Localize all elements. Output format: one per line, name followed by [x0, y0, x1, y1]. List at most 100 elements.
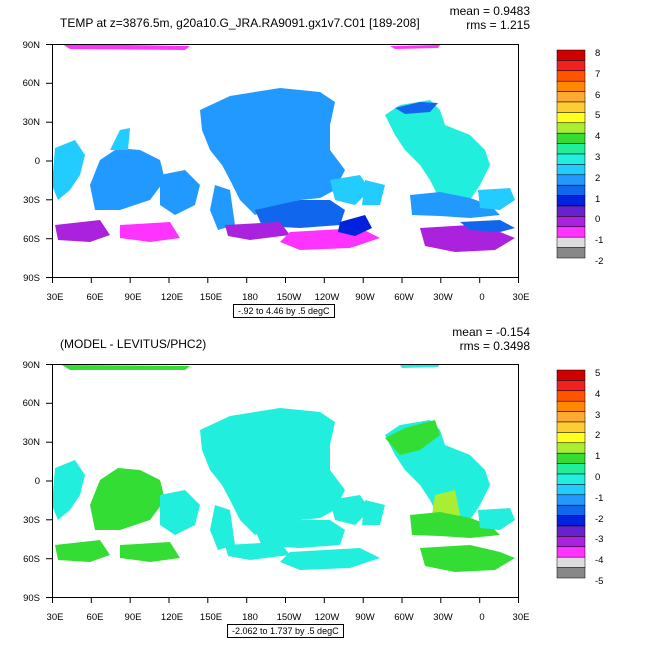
- lon-label: 90E: [125, 612, 142, 623]
- colorbar-label: 8: [595, 48, 600, 59]
- panel2-title: (MODEL - LEVITUS/PHC2): [60, 337, 207, 351]
- colorbar-swatch: [556, 556, 586, 568]
- colorbar-label: 5: [595, 110, 600, 121]
- colorbar-label: -3: [595, 534, 603, 545]
- colorbar-swatch: [556, 184, 586, 196]
- colorbar-swatch: [556, 484, 586, 496]
- colorbar-swatch: [556, 174, 586, 186]
- panel2-lon-ticks: [52, 597, 519, 603]
- lat-label: 30N: [23, 117, 41, 128]
- colorbar-label: 0: [595, 214, 600, 225]
- colorbar-swatch: [556, 463, 586, 475]
- lat-label: 60N: [23, 78, 41, 89]
- colorbar-swatch: [556, 226, 586, 238]
- colorbar-label: 4: [595, 389, 600, 400]
- colorbar-swatch: [556, 153, 586, 165]
- lat-label: 30S: [23, 195, 40, 206]
- lon-label: 0: [479, 292, 484, 303]
- colorbar-swatch: [556, 525, 586, 537]
- panel2-lat-ticks: [46, 364, 53, 598]
- lon-label: 120E: [161, 612, 183, 623]
- colorbar-label: -2: [595, 514, 603, 525]
- lon-label: 30E: [513, 612, 530, 623]
- lat-label: 90N: [23, 360, 41, 371]
- colorbar-label: 2: [595, 173, 600, 184]
- lon-label: 90E: [125, 292, 142, 303]
- lon-label: 90W: [355, 292, 375, 303]
- panel1-field: [52, 44, 515, 252]
- colorbar-swatch: [556, 536, 586, 548]
- lon-label: 150W: [277, 292, 302, 303]
- panel1-lat-ticks: [46, 44, 53, 278]
- colorbar-swatch: [556, 80, 586, 92]
- colorbar-swatch: [556, 390, 586, 402]
- colorbar-label: 7: [595, 69, 600, 80]
- colorbar-swatch: [556, 101, 586, 113]
- colorbar-label: 1: [595, 451, 600, 462]
- lat-label: 90S: [23, 593, 40, 604]
- colorbar-label: 2: [595, 430, 600, 441]
- colorbar-swatch: [556, 195, 586, 207]
- colorbar-label: -4: [595, 555, 603, 566]
- panel2-colorbar: [556, 369, 586, 579]
- colorbar-swatch: [556, 546, 586, 558]
- colorbar-swatch: [556, 432, 586, 444]
- colorbar-swatch: [556, 112, 586, 124]
- panel1-colorbar-labels: 8 7 6 5 4 3 2 1 0 -1 -2: [595, 48, 603, 267]
- colorbar-swatch: [556, 504, 586, 516]
- lat-label: 60S: [23, 234, 40, 245]
- lon-label: 30W: [433, 292, 453, 303]
- colorbar-label: 0: [595, 472, 600, 483]
- lon-label: 30W: [433, 612, 453, 623]
- colorbar-label: -2: [595, 256, 603, 267]
- panel1-range-caption: -.92 to 4.46 by .5 degC: [233, 304, 335, 318]
- lat-label: 30S: [23, 515, 40, 526]
- colorbar-swatch: [556, 49, 586, 61]
- lon-label: 60W: [394, 612, 414, 623]
- panel1-mean: mean = 0.9483: [449, 4, 530, 18]
- colorbar-swatch: [556, 91, 586, 103]
- panel1-rms: rms = 1.215: [466, 18, 530, 32]
- colorbar-swatch: [556, 70, 586, 82]
- colorbar-swatch: [556, 400, 586, 412]
- lon-label: 120W: [315, 292, 340, 303]
- lat-label: 90S: [23, 273, 40, 284]
- colorbar-label: 1: [595, 194, 600, 205]
- lon-label: 180: [242, 292, 258, 303]
- lat-label: 0: [35, 156, 40, 167]
- lon-label: 60E: [87, 612, 104, 623]
- lat-label: 0: [35, 476, 40, 487]
- panel2-rms: rms = 0.3498: [459, 339, 530, 353]
- lon-label: 150E: [200, 612, 222, 623]
- lon-label: 120W: [315, 612, 340, 623]
- colorbar-label: 3: [595, 410, 600, 421]
- colorbar-swatch: [556, 452, 586, 464]
- lon-label: 60W: [394, 292, 414, 303]
- lon-label: 0: [479, 612, 484, 623]
- lon-label: 90W: [355, 612, 375, 623]
- panel1-colorbar: [556, 49, 586, 259]
- colorbar-swatch: [556, 567, 586, 579]
- colorbar-swatch: [556, 494, 586, 506]
- panel2-colorbar-labels: 5 4 3 2 1 0 -1 -2 -3 -4 -5: [595, 368, 603, 587]
- lon-label: 30E: [513, 292, 530, 303]
- colorbar-swatch: [556, 164, 586, 176]
- lat-label: 30N: [23, 437, 41, 448]
- colorbar-swatch: [556, 60, 586, 72]
- panel2-range-caption: -2.062 to 1.737 by .5 degC: [227, 624, 344, 638]
- colorbar-swatch: [556, 143, 586, 155]
- colorbar-label: 3: [595, 152, 600, 163]
- colorbar-swatch: [556, 236, 586, 248]
- colorbar-swatch: [556, 515, 586, 527]
- lon-label: 30E: [47, 292, 64, 303]
- lon-label: 60E: [87, 292, 104, 303]
- panel2-mean: mean = -0.154: [452, 325, 530, 339]
- panel1-lat-labels: 90N 60N 30N 0 30S 60S 90S: [23, 40, 41, 284]
- lon-label: 30E: [47, 612, 64, 623]
- colorbar-label: -1: [595, 493, 603, 504]
- panel2-lon-labels: 30E 60E 90E 120E 150E 180 150W 120W 90W …: [47, 612, 530, 623]
- panel1-lon-ticks: [52, 277, 519, 283]
- colorbar-label: 4: [595, 131, 600, 142]
- lat-label: 90N: [23, 40, 41, 51]
- colorbar-swatch: [556, 216, 586, 228]
